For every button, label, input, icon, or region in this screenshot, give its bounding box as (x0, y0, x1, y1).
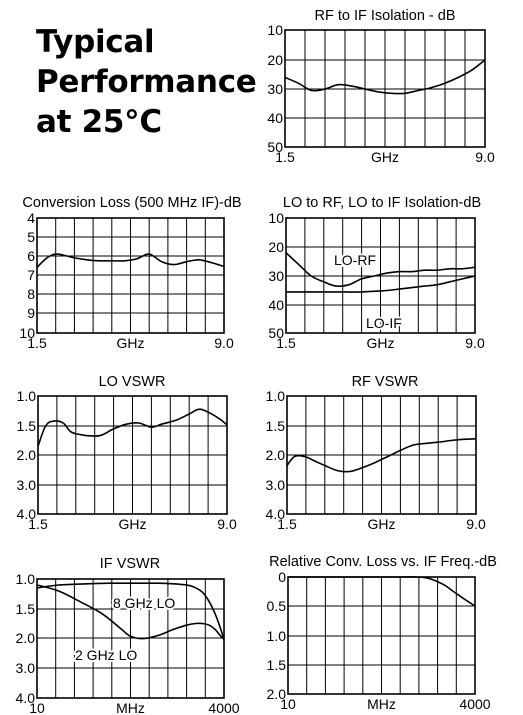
relative-conv-loss-x-tick-label: 4000 (459, 696, 490, 712)
rf-if-isolation-y-tick-label: 20 (267, 52, 283, 68)
relative-conv-loss-series-line-1 (288, 576, 476, 607)
lo-isolation-y-tick-label: 10 (268, 210, 284, 226)
rf-if-isolation-series-line-1 (284, 59, 486, 95)
if-vswr-y-tick-label: 3.0 (16, 660, 36, 676)
lo-isolation-y-tick-label: 20 (268, 239, 284, 255)
lo-isolation-series-line-1 (285, 252, 476, 288)
rf-vswr-y-tick-label: 1.5 (266, 418, 286, 434)
lo-isolation-series-line-2 (286, 275, 476, 293)
rf-if-isolation-y-tick-label: 50 (267, 139, 283, 155)
if-vswr-y-tick-label: 1.5 (16, 601, 36, 617)
conversion-loss-y-tick-label: 7 (27, 267, 35, 283)
lo-isolation-series-label: LO-IF (366, 315, 402, 331)
lo-vswr-x-tick-label: 1.5 (28, 516, 48, 532)
lo-isolation-series-label: LO-RF (334, 252, 376, 268)
rf-vswr-title: RF VSWR (352, 374, 419, 390)
headline-line-1: Typical (36, 24, 155, 60)
rf-vswr-series-line-1 (286, 438, 477, 473)
relative-conv-loss-y-tick-label: 0.5 (267, 598, 287, 614)
conversion-loss-series-line-1 (36, 253, 225, 268)
conversion-loss-x-tick-label: 9.0 (214, 335, 234, 351)
relative-conv-loss-y-tick-label: 2.0 (267, 686, 287, 702)
relative-conv-loss-title: Relative Conv. Loss vs. IF Freq.-dB (269, 554, 497, 570)
conversion-loss-y-tick-label: 10 (19, 325, 35, 341)
lo-isolation-x-tick-label: 9.0 (465, 335, 485, 351)
lo-vswr-y-tick-label: 1.0 (17, 388, 37, 404)
if-vswr-y-tick-label: 2.0 (16, 630, 36, 646)
if-vswr-y-tick-label: 4.0 (16, 690, 36, 706)
rf-vswr-y-tick-label: 4.0 (266, 506, 286, 522)
rf-if-isolation-title: RF to IF Isolation - dB (314, 8, 455, 24)
relative-conv-loss-y-tick-label: 1.0 (267, 628, 287, 644)
rf-vswr-x-tick-label: 9.0 (466, 516, 486, 532)
lo-vswr-y-tick-label: 4.0 (17, 506, 37, 522)
if-vswr-x-tick-label: 10 (29, 700, 45, 715)
relative-conv-loss-y-tick-label: 0 (278, 569, 286, 585)
conversion-loss-y-tick-label: 8 (27, 286, 35, 302)
relative-conv-loss-x-axis-label: MHz (367, 696, 396, 712)
lo-isolation-x-tick-label: 1.5 (276, 335, 296, 351)
rf-if-isolation-y-tick-label: 10 (267, 22, 283, 38)
conversion-loss-x-tick-label: 1.5 (27, 335, 47, 351)
if-vswr-series-line-2 (36, 584, 225, 641)
rf-vswr-y-tick-label: 2.0 (266, 447, 286, 463)
conversion-loss-y-tick-label: 5 (27, 229, 35, 245)
if-vswr-series-label: 8 GHz LO (113, 595, 175, 611)
rf-if-isolation-x-axis-label: GHz (371, 149, 399, 165)
headline-line-2: Performance (36, 64, 257, 100)
lo-vswr-y-tick-label: 1.5 (17, 418, 37, 434)
lo-isolation-y-tick-label: 50 (268, 325, 284, 341)
lo-vswr-x-tick-label: 9.0 (217, 516, 237, 532)
rf-if-isolation-x-tick-label: 9.0 (475, 149, 495, 165)
rf-if-isolation-x-tick-label: 1.5 (275, 149, 295, 165)
if-vswr-series-label: 2 GHz LO (75, 647, 137, 663)
lo-isolation-x-axis-label: GHz (367, 335, 395, 351)
if-vswr-x-tick-label: 4000 (208, 700, 239, 715)
if-vswr-y-tick-label: 1.0 (16, 571, 36, 587)
if-vswr-x-axis-label: MHz (116, 700, 145, 715)
relative-conv-loss-y-tick-label: 1.5 (267, 657, 287, 673)
rf-vswr-y-tick-label: 1.0 (266, 388, 286, 404)
lo-vswr-x-axis-label: GHz (119, 516, 147, 532)
if-vswr-series-line-1 (36, 582, 225, 640)
conversion-loss-y-tick-label: 9 (27, 305, 35, 321)
relative-conv-loss-x-tick-label: 10 (280, 696, 296, 712)
lo-vswr-y-tick-label: 2.0 (17, 447, 37, 463)
rf-vswr-x-axis-label: GHz (368, 516, 396, 532)
headline-line-3: at 25°C (36, 104, 162, 140)
rf-vswr-x-tick-label: 1.5 (277, 516, 297, 532)
rf-if-isolation-y-tick-label: 40 (267, 110, 283, 126)
lo-isolation-y-tick-label: 30 (268, 268, 284, 284)
lo-isolation-y-tick-label: 40 (268, 297, 284, 313)
conversion-loss-x-axis-label: GHz (117, 335, 145, 351)
rf-vswr-y-tick-label: 3.0 (266, 477, 286, 493)
headline: Typical Performance at 25°C (36, 22, 257, 142)
lo-isolation-title: LO to RF, LO to IF Isolation-dB (283, 195, 481, 211)
rf-if-isolation-y-tick-label: 30 (267, 81, 283, 97)
conversion-loss-y-tick-label: 6 (27, 248, 35, 264)
if-vswr-title: IF VSWR (100, 556, 160, 572)
conversion-loss-title: Conversion Loss (500 MHz IF)-dB (22, 195, 241, 211)
lo-vswr-title: LO VSWR (99, 374, 166, 390)
conversion-loss-y-tick-label: 4 (27, 210, 35, 226)
lo-vswr-series-line-1 (37, 408, 228, 447)
lo-vswr-y-tick-label: 3.0 (17, 477, 37, 493)
